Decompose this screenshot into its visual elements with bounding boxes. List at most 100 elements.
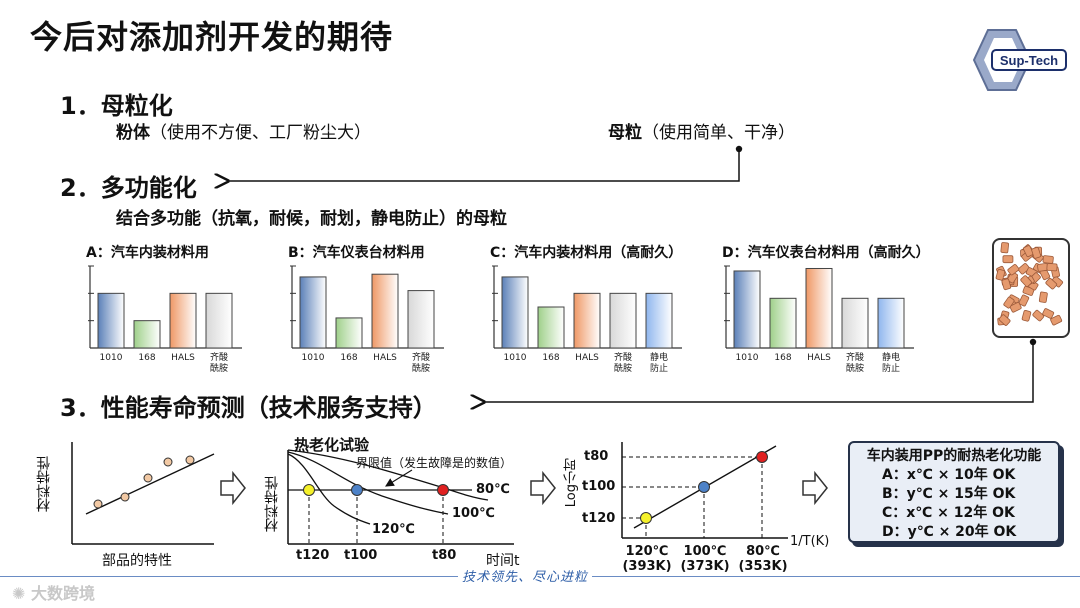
chart-c: C：汽车内装材料用（高耐久） 1010 168 HALS 齐酸 酰胺 静电 防止 <box>490 242 710 382</box>
chart-b-bar-3 <box>407 290 435 349</box>
powder-desc: （使用不方便、工厂粉尘大） <box>150 123 371 143</box>
tick-t120: t120 <box>296 548 330 563</box>
company-logo: Sup-Tech <box>972 28 1068 92</box>
pellet <box>998 314 1011 326</box>
correlation-plot: 材料特性 部品的特性 <box>30 436 220 576</box>
arrhenius-ylabel: Log小时 <box>564 458 579 508</box>
chart-d-label-3: 齐酸 <box>846 351 864 363</box>
chart-c-label-4: 防止 <box>650 362 668 374</box>
chart-c-label-0: 1010 <box>504 353 527 363</box>
powder-line: 粉体（使用不方便、工厂粉尘大） <box>116 118 371 143</box>
chart-c-label-1: 168 <box>542 353 559 363</box>
pellet <box>1020 275 1032 287</box>
flow-arrow-2 <box>530 470 556 506</box>
tick-t80: t80 <box>432 548 457 563</box>
correlation-xlabel: 部品的特性 <box>102 553 172 569</box>
chart-d-bar-4 <box>877 297 905 349</box>
heat-aging-title: 热老化试验 <box>294 436 370 454</box>
curve-80-label: 80℃ <box>476 482 510 497</box>
pellet <box>1038 291 1048 303</box>
masterbatch-desc: （使用简单、干净） <box>642 123 795 143</box>
pellet <box>1042 308 1055 319</box>
result-line-d: D：y℃ × 20年 OK <box>882 524 1017 540</box>
xtick-120-c: 120℃ <box>625 544 669 559</box>
pellet <box>1032 309 1045 322</box>
chart-d: D：汽车仪表台材料用（高耐久） 1010 168 HALS 齐酸 酰胺 静电 防止 <box>722 242 962 382</box>
xtick-120-k: (393K) <box>622 559 672 574</box>
curve-100-label: 100℃ <box>452 506 495 521</box>
ytick-t100: t100 <box>582 479 616 494</box>
heat-aging-plot: 热老化试验 界限值（发生故障是的数值） 材料特性 80℃ 100℃ 120℃ t… <box>252 432 522 582</box>
chart-a-label-0: 1010 <box>100 353 123 363</box>
heat-aging-xlabel: 时间t <box>486 553 520 569</box>
chart-b-bar-2 <box>371 273 399 349</box>
chart-a-bar-1 <box>133 320 161 349</box>
result-panel: 车内装用PP的耐热老化功能 A：x℃ × 10年 OK B：y℃ × 15年 O… <box>848 441 1060 543</box>
curve-120-label: 120℃ <box>372 522 415 537</box>
pellet <box>1045 277 1058 290</box>
chart-b-bar-0 <box>299 276 327 349</box>
chart-c-label-4: 静电 <box>650 351 668 363</box>
chart-c-bar-4 <box>645 292 673 349</box>
arrhenius-plot: Log小时 t80 t100 t120 1/T(K) 120℃ (393K) 10… <box>560 436 840 582</box>
chart-b-label-0: 1010 <box>302 353 325 363</box>
arrhenius-xlabel: 1/T(K) <box>790 534 830 549</box>
chart-c-label-3: 酰胺 <box>614 362 632 374</box>
chart-b-title: B：汽车仪表台材料用 <box>288 245 425 261</box>
masterbatch-line: 母粒（使用简单、干净） <box>608 118 795 143</box>
watermark-icon: ✺ <box>12 584 31 603</box>
flow-arrow-1 <box>220 470 246 506</box>
ytick-t120: t120 <box>582 511 616 526</box>
watermark: ✺ 大数跨境 <box>12 580 95 604</box>
chart-c-bar-0 <box>501 276 529 349</box>
pellets-image <box>992 238 1070 338</box>
chart-a-bar-3 <box>205 292 233 349</box>
pellets-illustration <box>995 242 1064 326</box>
section3-heading: 3．性能寿命预测（技术服务支持） <box>60 394 437 422</box>
xtick-80: 80℃ (353K) <box>738 544 788 574</box>
watermark-text: 大数跨境 <box>30 584 95 603</box>
tick-t100: t100 <box>344 548 378 563</box>
chart-d-label-3: 酰胺 <box>846 362 864 374</box>
chart-d-label-4: 防止 <box>882 362 900 374</box>
chart-a-bar-2 <box>169 292 197 349</box>
xtick-100-c: 100℃ <box>683 544 727 559</box>
xtick-100-k: (373K) <box>680 559 730 574</box>
chart-d-bar-1 <box>769 297 797 349</box>
pellet <box>1050 314 1063 326</box>
limit-label: 界限值（发生故障是的数值） <box>356 456 513 470</box>
chart-b-label-3: 齐酸 <box>412 351 430 363</box>
section2-heading: 2．多功能化 <box>60 174 197 202</box>
chart-c-label-2: HALS <box>575 353 599 363</box>
pellet <box>1031 247 1042 259</box>
pellet <box>1017 263 1030 275</box>
result-line-b: B：y℃ × 15年 OK <box>882 486 1016 502</box>
ytick-t80: t80 <box>584 449 609 464</box>
pellet <box>1018 294 1030 307</box>
chart-d-label-0: 1010 <box>736 353 759 363</box>
masterbatch-label: 母粒 <box>608 123 642 143</box>
result-line-a: A：x℃ × 10年 OK <box>882 467 1016 483</box>
chart-d-label-2: HALS <box>807 353 831 363</box>
section2-subtitle: 结合多功能（抗氧，耐候，耐划，静电防止）的母粒 <box>116 209 507 229</box>
chart-d-title: D：汽车仪表台材料用（高耐久） <box>722 245 930 261</box>
pellet <box>1003 296 1015 309</box>
chart-a-label-2: HALS <box>171 353 195 363</box>
xtick-100: 100℃ (373K) <box>680 544 730 574</box>
correlation-ylabel: 材料特性 <box>36 456 52 512</box>
chart-c-bar-3 <box>609 292 637 349</box>
result-line-c: C：x℃ × 12年 OK <box>882 505 1015 521</box>
xtick-120: 120℃ (393K) <box>622 544 672 574</box>
chart-d-bar-3 <box>841 297 869 349</box>
chart-c-bar-2 <box>573 292 601 349</box>
pellet <box>995 268 1006 281</box>
chart-b-label-1: 168 <box>340 353 357 363</box>
pellet <box>1007 264 1020 276</box>
chart-b-bar-1 <box>335 317 363 349</box>
pellet <box>1021 309 1032 322</box>
chart-a-label-3: 齐酸 <box>210 351 228 363</box>
